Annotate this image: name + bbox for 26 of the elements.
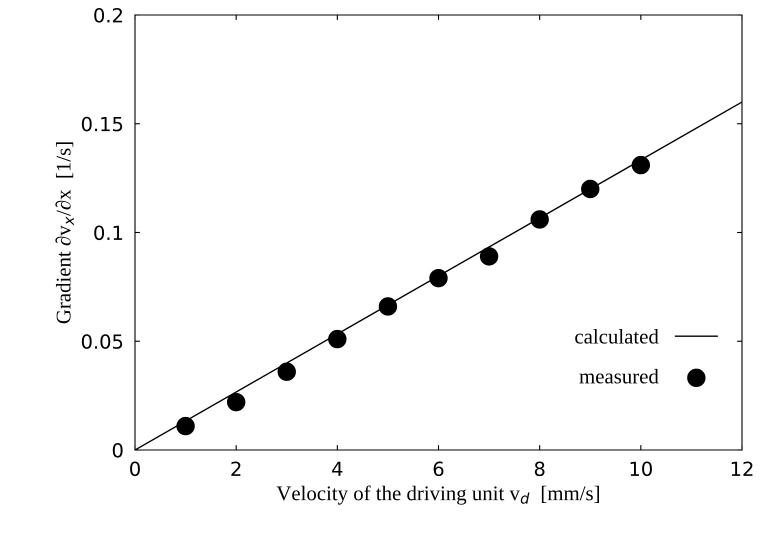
- x-tick-label: 4: [332, 462, 342, 476]
- point: [581, 180, 600, 198]
- x-tick-label: 8: [534, 461, 545, 476]
- legend-label: measured: [579, 368, 659, 384]
- point: [480, 247, 498, 266]
- point: [378, 297, 398, 316]
- x-tick-label: 2: [231, 461, 240, 476]
- y-tick-label: 0.05: [82, 334, 122, 349]
- y-axis-title: Gradient ∂v$_{x}$/∂x [1/s]: [55, 142, 74, 324]
- y-tick-label: 0.2: [94, 8, 122, 23]
- point: [328, 330, 347, 348]
- x-tick-label: 10: [630, 461, 652, 476]
- point: [530, 210, 549, 229]
- point: [278, 362, 296, 381]
- x-tick-label: 12: [732, 461, 752, 476]
- x-tick-label: 0: [130, 461, 140, 476]
- point: [429, 268, 448, 288]
- x-tick-label: 6: [434, 461, 444, 476]
- y-tick-label: 0.1: [94, 225, 122, 240]
- y-tick-label: 0.15: [82, 116, 122, 132]
- y-tick-label: 0: [112, 442, 123, 458]
- point: [176, 416, 195, 436]
- legend-label: calculated: [575, 329, 659, 344]
- point: [226, 392, 246, 412]
- point: [632, 156, 650, 174]
- x-axis-title: Velocity of the driving unit v$_{d}$ [mm/s]: [276, 485, 599, 505]
